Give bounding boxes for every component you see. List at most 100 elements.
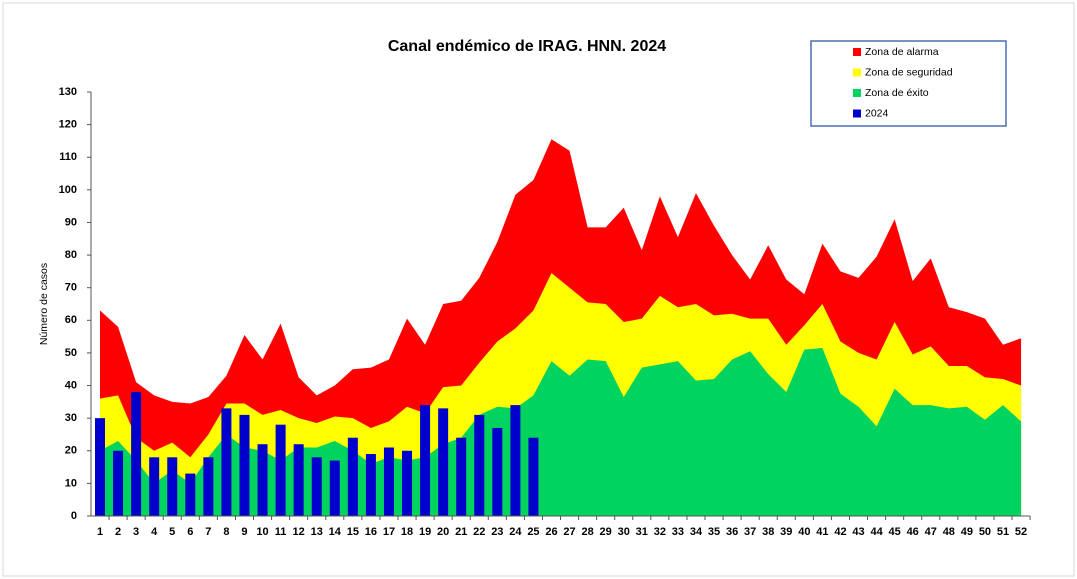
x-tick-label: 44	[870, 526, 883, 538]
x-tick-label: 31	[636, 526, 648, 538]
x-tick-label: 30	[618, 526, 630, 538]
x-tick-label: 18	[401, 526, 413, 538]
bar	[528, 437, 539, 516]
x-tick-label: 50	[979, 526, 991, 538]
bar	[275, 424, 286, 516]
bar	[185, 473, 196, 516]
bar	[402, 450, 413, 516]
bar	[365, 454, 376, 516]
bar	[149, 457, 160, 516]
x-tick-label: 7	[205, 526, 211, 538]
x-tick-label: 4	[151, 526, 158, 538]
legend-label: Zona de alarma	[865, 46, 939, 58]
bar	[221, 408, 232, 516]
bar	[420, 405, 431, 516]
x-tick-label: 39	[780, 526, 792, 538]
x-tick-label: 28	[581, 526, 593, 538]
y-tick-label: 10	[65, 477, 77, 489]
x-tick-label: 27	[563, 526, 575, 538]
y-tick-label: 20	[65, 445, 77, 457]
legend-label: 2024	[865, 107, 889, 119]
x-tick-label: 52	[1015, 526, 1027, 538]
x-tick-label: 48	[943, 526, 955, 538]
x-tick-label: 19	[419, 526, 431, 538]
bar	[257, 444, 268, 516]
y-tick-label: 30	[65, 412, 77, 424]
x-tick-label: 2	[115, 526, 121, 538]
x-tick-label: 42	[834, 526, 846, 538]
x-tick-label: 35	[708, 526, 720, 538]
bar	[131, 392, 142, 516]
y-tick-label: 90	[65, 216, 77, 228]
x-tick-label: 37	[744, 526, 756, 538]
y-tick-label: 60	[65, 314, 77, 326]
x-tick-label: 6	[187, 526, 193, 538]
x-tick-label: 41	[816, 526, 828, 538]
x-tick-label: 14	[329, 526, 342, 538]
x-tick-label: 51	[997, 526, 1009, 538]
y-tick-label: 100	[59, 184, 77, 196]
x-tick-label: 26	[545, 526, 557, 538]
bar	[239, 414, 250, 516]
bar	[383, 447, 394, 516]
x-tick-label: 17	[383, 526, 395, 538]
legend-label: Zona de seguridad	[865, 66, 953, 78]
bar	[293, 444, 304, 516]
y-tick-label: 120	[59, 119, 77, 131]
x-tick-label: 23	[491, 526, 503, 538]
legend-label: Zona de éxito	[865, 87, 929, 99]
x-tick-label: 20	[437, 526, 449, 538]
bar	[347, 437, 358, 516]
legend-swatch	[853, 109, 861, 118]
bar	[492, 427, 503, 516]
bar	[203, 457, 214, 516]
x-tick-label: 38	[762, 526, 774, 538]
x-tick-label: 11	[275, 526, 287, 538]
x-tick-label: 3	[133, 526, 139, 538]
bar	[311, 457, 322, 516]
legend-box	[810, 40, 1007, 127]
x-tick-label: 25	[527, 526, 539, 538]
legend-swatch	[853, 89, 861, 97]
x-tick-label: 40	[798, 526, 810, 538]
x-tick-label: 5	[169, 526, 175, 538]
x-tick-label: 1	[97, 526, 103, 538]
x-tick-label: 13	[311, 526, 323, 538]
y-tick-label: 80	[65, 249, 77, 261]
x-tick-label: 33	[672, 526, 684, 538]
bar	[113, 450, 124, 516]
bar	[95, 418, 105, 516]
x-tick-label: 24	[509, 526, 522, 538]
y-axis-label: Número de casos	[38, 263, 50, 345]
chart-title: Canal endémico de IRAG. HNN. 2024	[388, 38, 666, 55]
y-tick-label: 130	[59, 86, 77, 98]
x-tick-label: 10	[256, 526, 268, 538]
bar	[438, 408, 449, 516]
x-tick-label: 8	[223, 526, 229, 538]
x-tick-label: 21	[455, 526, 467, 538]
x-tick-label: 46	[907, 526, 919, 538]
y-tick-label: 70	[65, 282, 77, 294]
y-tick-label: 0	[71, 510, 77, 522]
bar	[474, 414, 485, 516]
bar	[456, 437, 467, 516]
y-tick-label: 110	[59, 151, 77, 163]
x-tick-label: 15	[347, 526, 359, 538]
x-tick-label: 12	[293, 526, 305, 538]
bar	[329, 460, 340, 516]
x-tick-label: 22	[473, 526, 485, 538]
y-tick-label: 40	[65, 379, 77, 391]
x-tick-label: 47	[925, 526, 937, 538]
legend-swatch	[853, 68, 861, 77]
x-tick-label: 32	[654, 526, 666, 538]
x-tick-label: 29	[600, 526, 612, 538]
x-tick-label: 45	[889, 526, 901, 538]
y-tick-label: 50	[65, 347, 77, 359]
bar	[167, 457, 178, 516]
x-tick-label: 43	[852, 526, 864, 538]
bar	[510, 405, 521, 516]
legend-swatch	[853, 48, 861, 56]
x-tick-label: 16	[365, 526, 377, 538]
x-tick-label: 49	[961, 526, 973, 538]
